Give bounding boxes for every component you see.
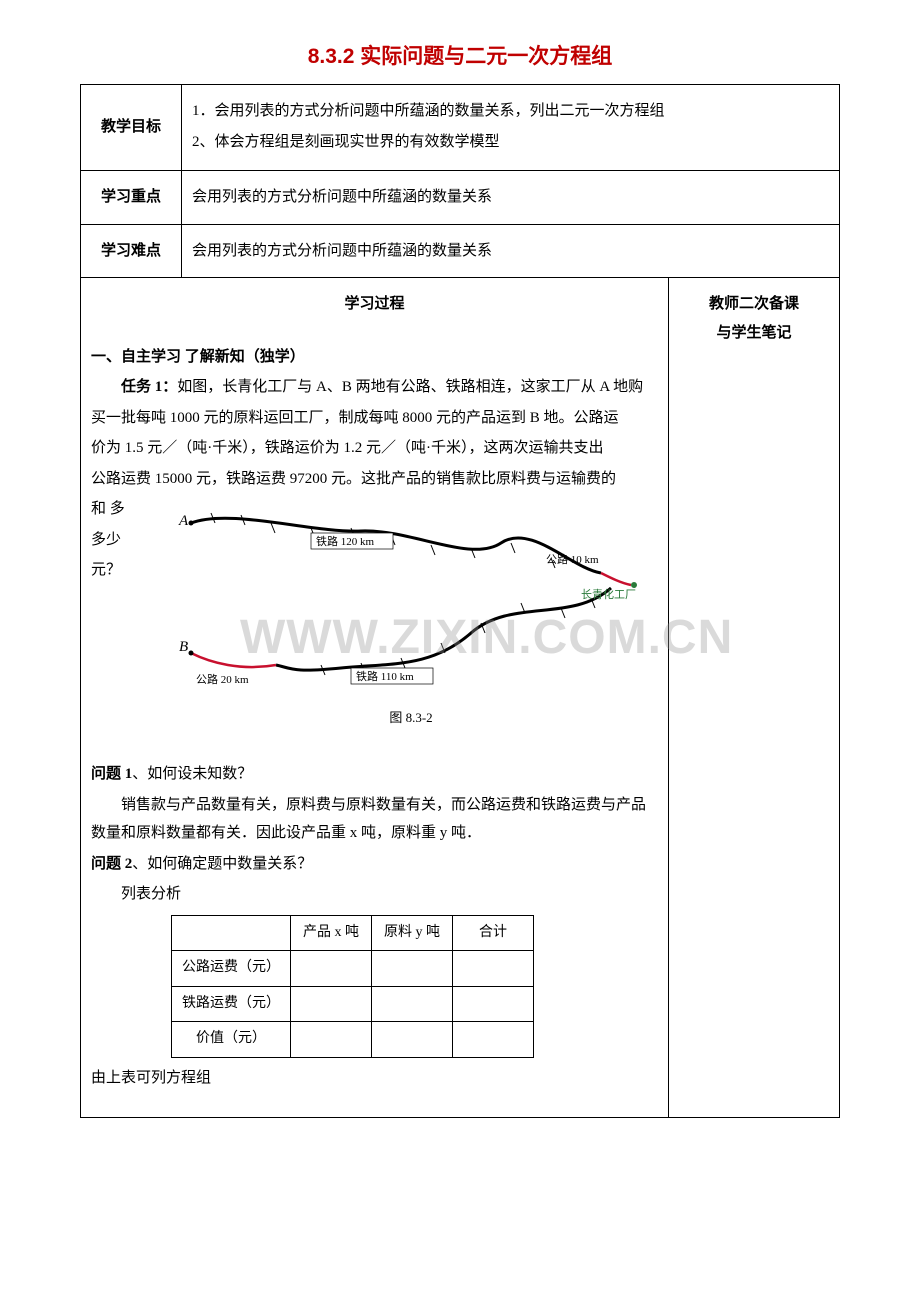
r1c3	[453, 951, 534, 987]
side-column: 教师二次备课 与学生笔记	[669, 278, 840, 1118]
task1-e: 和 多	[91, 495, 131, 524]
process-head: 学习过程	[81, 278, 669, 331]
task1-b: 买一批每吨 1000 元的原料运回工厂，制成每吨 8000 元的产品运到 B 地…	[91, 404, 658, 433]
task1-d: 公路运费 15000 元，铁路运费 97200 元。这批产品的销售款比原料费与运…	[91, 465, 658, 494]
road-20	[191, 653, 276, 667]
th-x: 产品 x 吨	[291, 915, 372, 951]
q1-text: 、如何设未知数？	[132, 766, 252, 782]
task1-line: 任务 1：如图，长青化工厂与 A、B 两地有公路、铁路相连，这家工厂从 A 地购	[91, 373, 658, 402]
task1-c: 价为 1.5 元／（吨·千米），铁路运价为 1.2 元／（吨·千米），这两次运输…	[91, 434, 658, 463]
lesson-table: 教学目标 1．会用列表的方式分析问题中所蕴涵的数量关系，列出二元一次方程组 2、…	[80, 84, 840, 1118]
q2-text: 、如何确定题中数量关系？	[132, 856, 312, 872]
road-10	[601, 573, 631, 585]
r1c2	[372, 951, 453, 987]
r3c0: 价值（元）	[172, 1022, 291, 1058]
focus-content: 会用列表的方式分析问题中所蕴涵的数量关系	[182, 171, 840, 225]
r2c0: 铁路运费（元）	[172, 986, 291, 1022]
q2-label: 问题 2	[91, 856, 132, 872]
task1-label: 任务 1：	[121, 379, 177, 395]
r1c1	[291, 951, 372, 987]
th-sum: 合计	[453, 915, 534, 951]
rail-110	[276, 588, 611, 670]
r2c2	[372, 986, 453, 1022]
goal-line2: 2、体会方程组是刻画现实世界的有效数学模型	[192, 128, 829, 157]
row-goal: 教学目标 1．会用列表的方式分析问题中所蕴涵的数量关系，列出二元一次方程组 2、…	[81, 85, 840, 171]
side-head1: 教师二次备课	[679, 290, 829, 319]
th-y: 原料 y 吨	[372, 915, 453, 951]
goal-content: 1．会用列表的方式分析问题中所蕴涵的数量关系，列出二元一次方程组 2、体会方程组…	[182, 85, 840, 171]
task1-f: 多少	[91, 526, 131, 555]
factory-dot	[631, 582, 637, 588]
table-footer: 由上表可列方程组	[91, 1064, 658, 1093]
r2c3	[453, 986, 534, 1022]
r3c1	[291, 1022, 372, 1058]
page-title: 8.3.2 实际问题与二元一次方程组	[40, 40, 880, 70]
focus-label: 学习重点	[81, 171, 182, 225]
q1: 问题 1、如何设未知数？	[91, 760, 658, 789]
rail-120	[191, 518, 601, 573]
dot-B	[189, 651, 194, 656]
side-head2: 与学生笔记	[679, 319, 829, 348]
rail120-label: 铁路 120 km	[316, 535, 374, 548]
task1-g: 元？	[91, 556, 131, 585]
r1c0: 公路运费（元）	[172, 951, 291, 987]
row-process-head: 学习过程 教师二次备课 与学生笔记	[81, 278, 840, 331]
goal-label: 教学目标	[81, 85, 182, 171]
table-row: 产品 x 吨 原料 y 吨 合计	[172, 915, 534, 951]
diff-content: 会用列表的方式分析问题中所蕴涵的数量关系	[182, 224, 840, 278]
q2-sub: 列表分析	[91, 880, 658, 909]
body-cell: 一、自主学习 了解新知（独学） 任务 1：如图，长青化工厂与 A、B 两地有公路…	[81, 331, 669, 1118]
rail110-label: 铁路 110 km	[356, 670, 414, 683]
road10-label: 公路 10 km	[546, 553, 599, 566]
dot-A	[189, 521, 194, 526]
table-row: 铁路运费（元）	[172, 986, 534, 1022]
r2c1	[291, 986, 372, 1022]
analysis-table: 产品 x 吨 原料 y 吨 合计 公路运费（元） 铁路运费（元）	[171, 915, 534, 1058]
map-diagram: A B 铁路 120 km 公路 10 km 长青化工厂 公路 20 km	[171, 503, 651, 730]
figure-caption: 图 8.3-2	[171, 706, 651, 731]
q1-label: 问题 1	[91, 766, 132, 782]
goal-line1: 1．会用列表的方式分析问题中所蕴涵的数量关系，列出二元一次方程组	[192, 97, 829, 126]
label-B: B	[179, 639, 188, 655]
table-row: 价值（元）	[172, 1022, 534, 1058]
task1-a: 如图，长青化工厂与 A、B 两地有公路、铁路相连，这家工厂从 A 地购	[177, 379, 643, 395]
q1-body: 销售款与产品数量有关，原料费与原料数量有关，而公路运费和铁路运费与产品数量和原料…	[91, 791, 658, 848]
section1-title: 一、自主学习 了解新知（独学）	[91, 343, 658, 372]
th-blank	[172, 915, 291, 951]
road20-label: 公路 20 km	[196, 673, 249, 686]
row-diff: 学习难点 会用列表的方式分析问题中所蕴涵的数量关系	[81, 224, 840, 278]
r3c2	[372, 1022, 453, 1058]
r3c3	[453, 1022, 534, 1058]
label-A: A	[178, 513, 189, 529]
row-focus: 学习重点 会用列表的方式分析问题中所蕴涵的数量关系	[81, 171, 840, 225]
q2: 问题 2、如何确定题中数量关系？	[91, 850, 658, 879]
diagram-svg: A B 铁路 120 km 公路 10 km 长青化工厂 公路 20 km	[171, 503, 651, 693]
factory-label: 长青化工厂	[581, 587, 636, 601]
diff-label: 学习难点	[81, 224, 182, 278]
table-row: 公路运费（元）	[172, 951, 534, 987]
